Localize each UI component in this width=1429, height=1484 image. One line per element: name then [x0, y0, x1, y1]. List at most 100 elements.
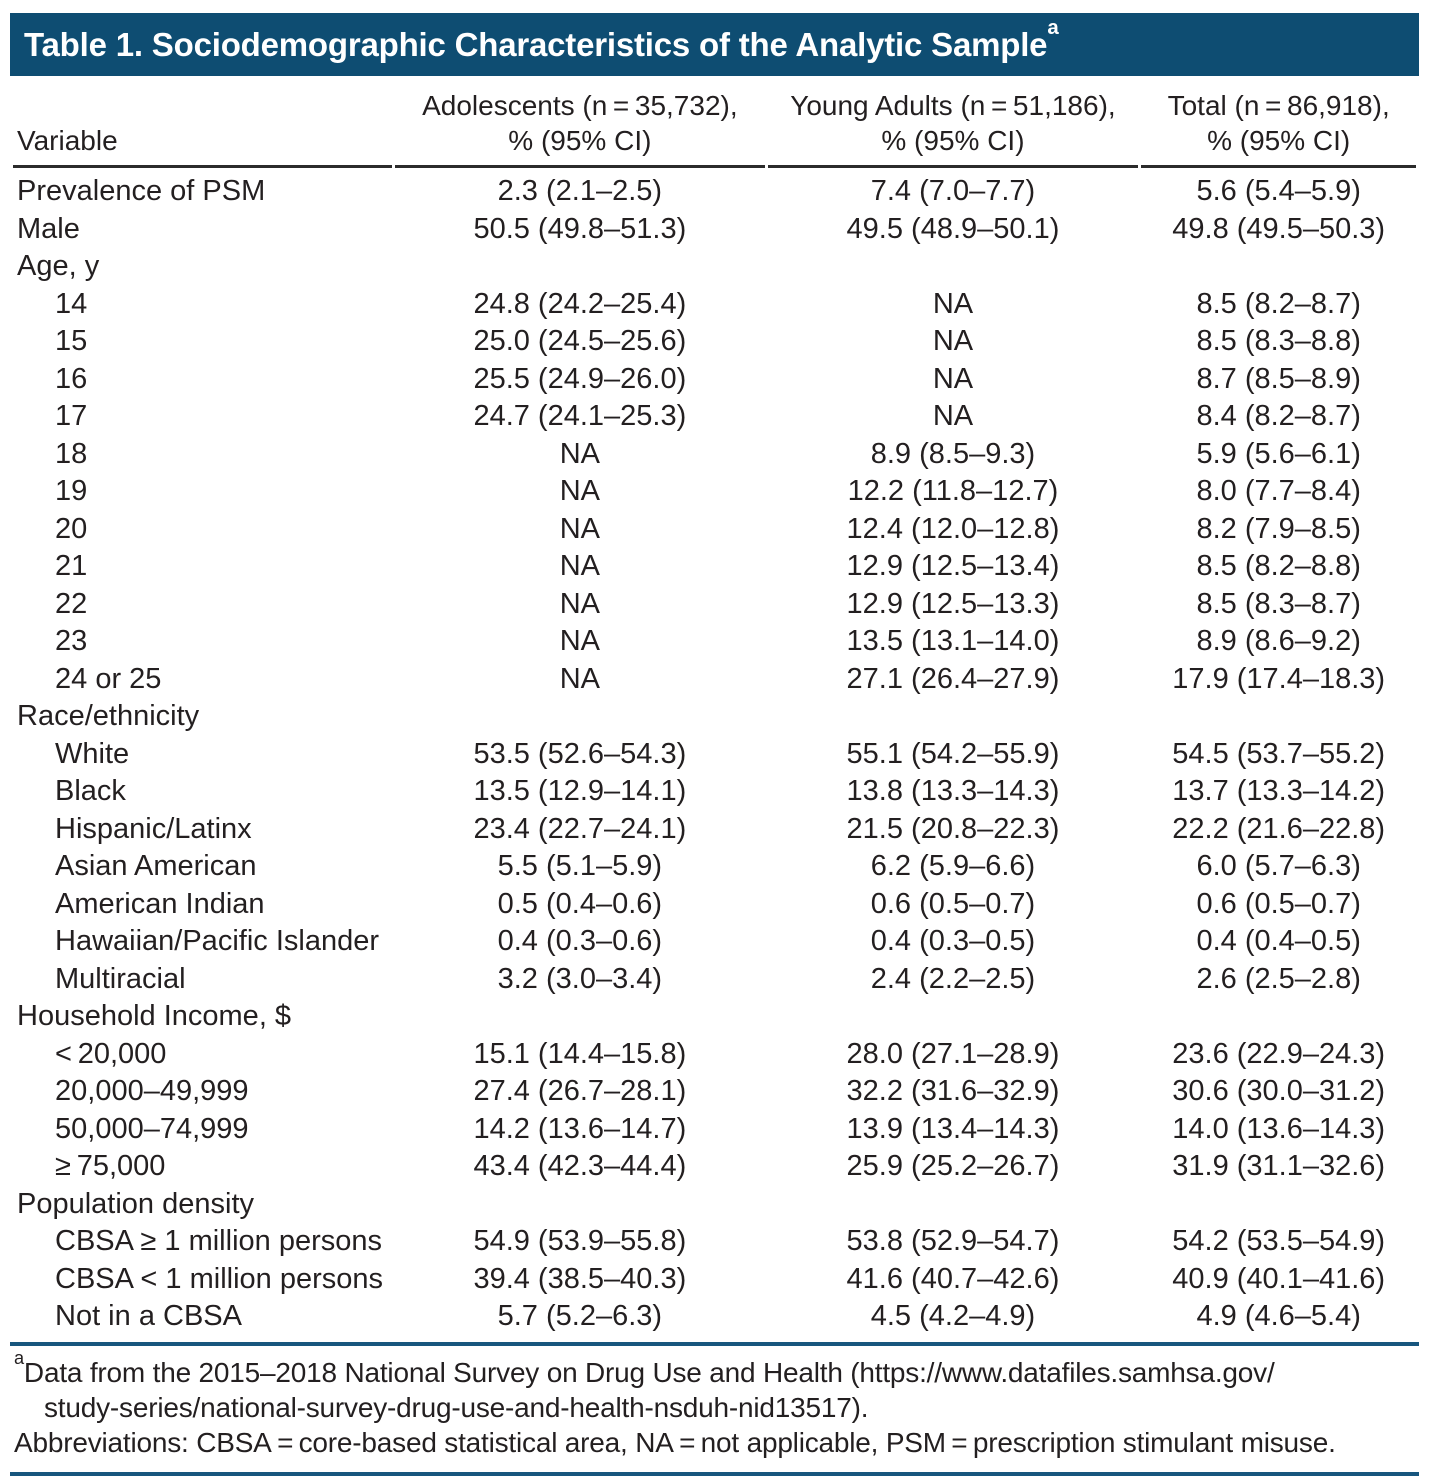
row-label: CBSA ≥ 1 million persons: [55, 1225, 383, 1257]
table-row: 17 24.7 (24.1–25.3) NA 8.4 (8.2–8.7): [13, 398, 1416, 436]
cell-total: 8.5 (8.2–8.8): [1196, 550, 1361, 582]
column-header-young-adults: Young Adults (n = 51,186), % (95% CI): [767, 88, 1139, 168]
row-label: Hispanic/Latinx: [55, 812, 252, 845]
table-row: 20 NA 12.4 (12.0–12.8) 8.2 (7.9–8.5): [13, 511, 1416, 549]
cell-young-adults: [768, 248, 1139, 286]
cell-adolescents: 50.5 (49.8–51.3): [473, 212, 687, 245]
cell-adolescents: NA: [559, 475, 600, 507]
bottom-rule: [10, 1471, 1419, 1476]
section-row: Age, y: [13, 248, 1416, 286]
table-row: 22 NA 12.9 (12.5–13.3) 8.5 (8.3–8.7): [13, 586, 1416, 624]
cell-total: 8.4 (8.2–8.7): [1196, 400, 1361, 432]
cell-adolescents: NA: [559, 587, 600, 620]
cell-adolescents: 0.5 (0.4–0.6): [497, 887, 663, 920]
cell-total: [1141, 998, 1416, 1036]
cell-young-adults: 13.8 (13.3–14.3): [846, 775, 1060, 807]
row-label: Asian American: [55, 850, 257, 882]
table-row: White 53.5 (52.6–54.3) 55.1 (54.2–55.9) 54.…: [13, 736, 1416, 774]
row-label: 20: [55, 512, 88, 545]
table-header: Variable Adolescents (n = 35,732), % (95…: [13, 88, 1416, 168]
row-label: Prevalence of PSM: [17, 175, 266, 207]
table-row: 14 24.8 (24.2–25.4) NA 8.5 (8.2–8.7): [13, 286, 1416, 324]
table-row: Hispanic/Latinx 23.4 (22.7–24.1) 21.5 (20.…: [13, 811, 1416, 849]
row-label: Race/ethnicity: [17, 700, 200, 732]
cell-young-adults: [768, 998, 1139, 1036]
table-row: American Indian 0.5 (0.4–0.6) 0.6 (0.5–0.7…: [13, 886, 1416, 924]
row-label: 19: [55, 475, 88, 507]
cell-young-adults: 12.9 (12.5–13.3): [846, 587, 1060, 620]
table-body: Prevalence of PSM 2.3 (2.1–2.5) 7.4 (7.0–7…: [13, 168, 1416, 1336]
row-label: Multiracial: [55, 962, 186, 995]
cell-total: 17.9 (17.4–18.3): [1172, 662, 1386, 695]
cell-total: 0.6 (0.5–0.7): [1196, 887, 1361, 920]
cell-adolescents: NA: [559, 625, 600, 657]
cell-adolescents: 5.5 (5.1–5.9): [497, 850, 663, 882]
header-row: Variable Adolescents (n = 35,732), % (95…: [13, 88, 1416, 168]
footnote-top-rule: [10, 1341, 1419, 1346]
row-label: Hawaiian/Pacific Islander: [55, 925, 379, 957]
cell-adolescents: NA: [559, 550, 600, 582]
cell-adolescents: 43.4 (42.3–44.4): [473, 1150, 687, 1182]
cell-young-adults: 6.2 (5.9–6.6): [870, 850, 1036, 882]
cell-total: 8.5 (8.3–8.8): [1196, 325, 1361, 357]
row-label: 14: [55, 287, 88, 320]
row-label: 17: [55, 400, 88, 432]
cell-young-adults: 55.1 (54.2–55.9): [846, 737, 1060, 770]
cell-young-adults: 27.1 (26.4–27.9): [846, 662, 1060, 695]
row-label: 50,000–74,999: [55, 1112, 249, 1145]
footnote-source-line2: study-series/national-survey-drug-use-an…: [44, 1391, 869, 1423]
row-label: 22: [55, 587, 88, 620]
cell-total: 6.0 (5.7–6.3): [1196, 850, 1361, 882]
cell-adolescents: 24.8 (24.2–25.4): [473, 287, 687, 320]
row-label: < 20,000: [55, 1037, 167, 1070]
row-label: Male: [17, 212, 80, 245]
cell-young-adults: NA: [932, 325, 974, 357]
cell-total: [1141, 248, 1416, 286]
table-row: 18 NA 8.9 (8.5–9.3) 5.9 (5.6–6.1): [13, 436, 1416, 474]
cell-adolescents: 39.4 (38.5–40.3): [473, 1262, 687, 1295]
cell-young-adults: NA: [932, 362, 974, 395]
row-label: ≥ 75,000: [55, 1150, 166, 1182]
cell-adolescents: NA: [559, 437, 600, 470]
cell-adolescents: 23.4 (22.7–24.1): [473, 812, 687, 845]
cell-adolescents: 27.4 (26.7–28.1): [473, 1075, 687, 1107]
cell-young-adults: NA: [932, 287, 974, 320]
row-label: 20,000–49,999: [55, 1075, 249, 1107]
cell-adolescents: 3.2 (3.0–3.4): [497, 962, 663, 995]
cell-total: 22.2 (21.6–22.8): [1172, 812, 1386, 845]
cell-adolescents: 13.5 (12.9–14.1): [473, 775, 687, 807]
cell-total: 8.7 (8.5–8.9): [1196, 362, 1361, 395]
table-row: Asian American 5.5 (5.1–5.9) 6.2 (5.9–6.6)…: [13, 848, 1416, 886]
row-label: 24 or 25: [55, 662, 162, 695]
table-title: Table 1. Sociodemographic Characteristic…: [24, 16, 1059, 63]
title-footnote-marker: a: [1047, 16, 1059, 40]
footnotes: aData from the 2015–2018 National Survey…: [10, 1347, 1419, 1460]
cell-young-adults: 13.5 (13.1–14.0): [846, 625, 1060, 657]
table-row: CBSA < 1 million persons 39.4 (38.5–40.3)…: [13, 1261, 1416, 1299]
cell-young-adults: 0.6 (0.5–0.7): [870, 887, 1036, 920]
row-label: Age, y: [17, 250, 100, 282]
row-label: 23: [55, 625, 88, 657]
cell-young-adults: 12.9 (12.5–13.4): [846, 550, 1060, 582]
table-row: ≥ 75,000 43.4 (42.3–44.4) 25.9 (25.2–26.7)…: [13, 1148, 1416, 1186]
cell-total: 14.0 (13.6–14.3): [1172, 1112, 1386, 1145]
table-row: 23 NA 13.5 (13.1–14.0) 8.9 (8.6–9.2): [13, 623, 1416, 661]
table-row: < 20,000 15.1 (14.4–15.8) 28.0 (27.1–28.9)…: [13, 1036, 1416, 1074]
row-label: 18: [55, 437, 88, 470]
cell-young-adults: 13.9 (13.4–14.3): [846, 1112, 1060, 1145]
cell-total: 54.2 (53.5–54.9): [1172, 1225, 1386, 1257]
cell-adolescents: 24.7 (24.1–25.3): [473, 400, 687, 432]
column-header-total: Total (n = 86,918), % (95% CI): [1141, 88, 1416, 168]
table-row: Black 13.5 (12.9–14.1) 13.8 (13.3–14.3) 13.…: [13, 773, 1416, 811]
cell-total: 40.9 (40.1–41.6): [1172, 1262, 1386, 1295]
cell-young-adults: 21.5 (20.8–22.3): [846, 812, 1060, 845]
cell-young-adults: 25.9 (25.2–26.7): [846, 1150, 1060, 1182]
row-label: Black: [55, 775, 126, 807]
cell-young-adults: 2.4 (2.2–2.5): [870, 962, 1036, 995]
cell-young-adults: 32.2 (31.6–32.9): [846, 1075, 1060, 1107]
footnote-source-line1: aData from the 2015–2018 National Survey…: [14, 1347, 1275, 1388]
cell-young-adults: 0.4 (0.3–0.5): [870, 925, 1036, 957]
cell-total: 8.2 (7.9–8.5): [1196, 512, 1361, 545]
cell-total: 23.6 (22.9–24.3): [1172, 1037, 1386, 1070]
cell-adolescents: 25.0 (24.5–25.6): [473, 325, 687, 357]
